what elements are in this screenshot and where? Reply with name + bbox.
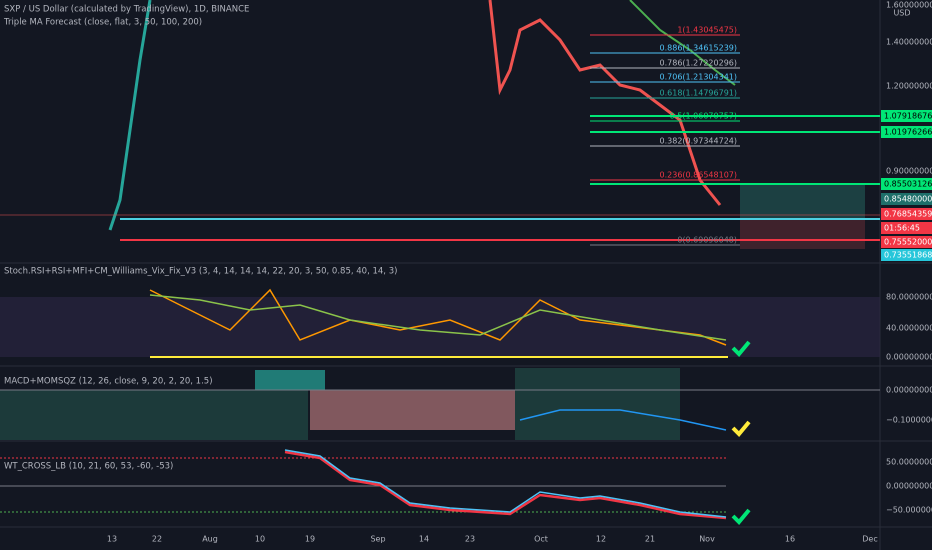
time-label: 19 (305, 535, 315, 544)
histogram (310, 390, 515, 430)
price-label: 1.40000000 (886, 38, 932, 47)
time-label: 23 (465, 535, 475, 544)
fib-label: 0.786(1.27220296) (660, 59, 738, 68)
pane-axis-label: 50.00000000 (886, 458, 932, 467)
indicator-title: Triple MA Forecast (close, flat, 3, 50, … (3, 18, 202, 28)
fib-label: 0.706(1.21304341) (660, 73, 738, 82)
time-label: 14 (419, 535, 429, 544)
time-label: Aug (202, 535, 218, 544)
long-zone (740, 184, 865, 219)
price-label: 0.90000000 (886, 167, 932, 176)
price-tag (881, 126, 932, 138)
price-tag-label: 0.73551868 (884, 251, 932, 260)
time-label: 22 (152, 535, 162, 544)
price-tag (881, 249, 932, 261)
pane-axis-label: 0.00000000 (886, 482, 932, 491)
price-rise (108, 0, 152, 231)
time-label: 10 (255, 535, 265, 544)
pane-axis-label: 0.00000000 (886, 353, 932, 362)
fib-label: 0.618(1.14796791) (660, 89, 738, 98)
price-tag-label: 0.75552000 (884, 238, 932, 247)
price-tag-label: 1.07918676 (884, 112, 932, 121)
price-unit: USD (893, 9, 910, 18)
time-label: Oct (534, 535, 548, 544)
wt1-line (284, 450, 727, 520)
price-tag (881, 178, 932, 190)
check-icon (731, 420, 751, 437)
price-tag-label: 0.76854359 (884, 210, 932, 219)
fib-label: 0.886(1.34615239) (660, 44, 738, 53)
mfi-line (149, 294, 727, 341)
pane-title: MACD+MOMSQZ (12, 26, close, 9, 20, 2, 20… (4, 377, 213, 387)
price-tag-label: 1.01976266 (884, 128, 932, 137)
pane-axis-label: 40.00000000 (886, 324, 932, 333)
time-label: Sep (370, 535, 385, 544)
time-label: 12 (596, 535, 606, 544)
squeeze-zone (0, 390, 308, 440)
pane-axis-label: −50.00000000 (886, 506, 932, 515)
chart-title: SXP / US Dollar (calculated by TradingVi… (4, 5, 249, 15)
price-tag-label: 0.85480000 (884, 195, 932, 204)
price-tag (881, 208, 932, 220)
pane-axis-label: −0.10000000 (886, 416, 932, 425)
pane-axis-label: 0.00000000 (886, 386, 932, 395)
fib-label: 0.382(0.97344724) (660, 137, 738, 146)
check-icon (731, 508, 751, 525)
squeeze-zone (515, 368, 680, 440)
fib-label: 1(1.43045475) (677, 26, 737, 35)
pane-title: Stoch.RSI+RSI+MFI+CM_Williams_Vix_Fix_V3… (4, 267, 397, 277)
wt2-line (284, 449, 727, 518)
moving-average (629, 0, 736, 86)
price-tag (881, 193, 932, 205)
price-tag (881, 222, 932, 234)
time-label: 13 (107, 535, 117, 544)
price-tag-label: 01:56:45 (884, 224, 920, 233)
price-fall (488, 0, 722, 206)
short-zone (740, 219, 865, 249)
price-tag (881, 110, 932, 122)
fib-label: 0.236(0.86548107) (660, 171, 738, 180)
time-label: 21 (645, 535, 655, 544)
time-label: Nov (699, 535, 715, 544)
histogram (255, 370, 325, 390)
price-label: 1.60000000 (886, 1, 932, 10)
fib-label: 0(0.69096048) (677, 236, 737, 245)
pane-title: WT_CROSS_LB (10, 21, 60, 53, -60, -53) (4, 462, 173, 472)
macd-line (519, 409, 727, 431)
time-label: Dec (862, 535, 877, 544)
price-label: 1.20000000 (886, 82, 932, 91)
fib-label: 0.5(1.06070757) (670, 112, 737, 121)
band (0, 297, 880, 357)
check-icon (731, 340, 751, 357)
price-tag (881, 236, 932, 248)
time-label: 16 (785, 535, 795, 544)
price-tag-label: 0.85503126 (884, 180, 932, 189)
pane-axis-label: 80.00000000 (886, 293, 932, 302)
